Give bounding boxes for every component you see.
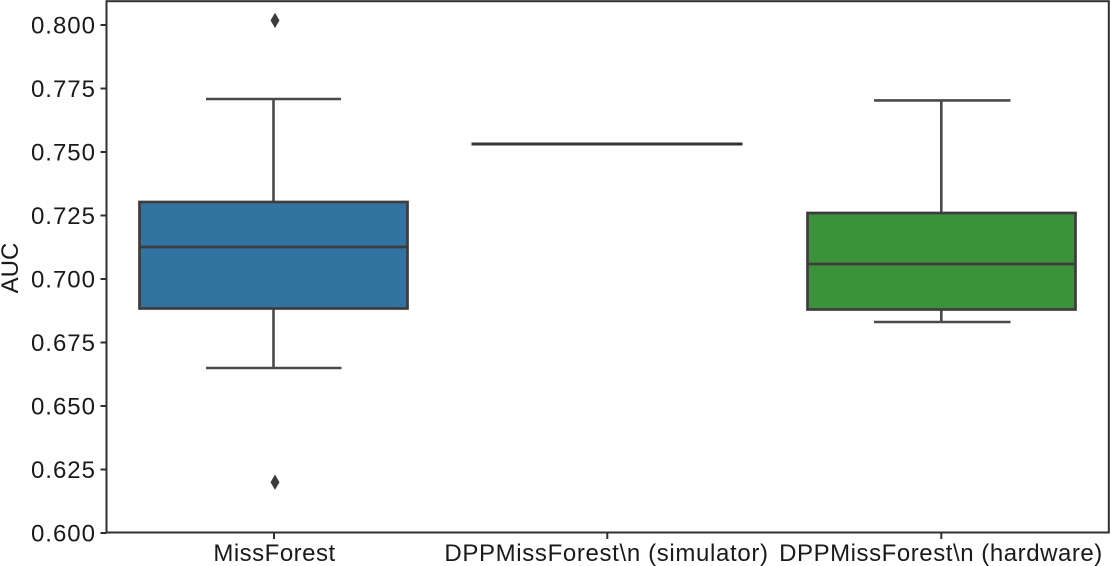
- svg-text:0.600: 0.600: [31, 521, 96, 548]
- svg-text:0.700: 0.700: [31, 267, 96, 294]
- svg-text:AUC: AUC: [0, 243, 24, 294]
- svg-text:0.675: 0.675: [31, 330, 96, 357]
- svg-text:DPPMissForest\n (simulator): DPPMissForest\n (simulator): [444, 540, 768, 566]
- svg-text:0.750: 0.750: [31, 140, 96, 167]
- svg-text:DPPMissForest\n (hardware): DPPMissForest\n (hardware): [779, 540, 1103, 566]
- svg-text:0.625: 0.625: [31, 457, 96, 484]
- svg-text:0.775: 0.775: [31, 76, 96, 103]
- svg-text:0.650: 0.650: [31, 394, 96, 421]
- svg-text:0.725: 0.725: [31, 203, 96, 230]
- svg-text:0.800: 0.800: [31, 13, 96, 40]
- svg-text:MissForest: MissForest: [213, 540, 335, 566]
